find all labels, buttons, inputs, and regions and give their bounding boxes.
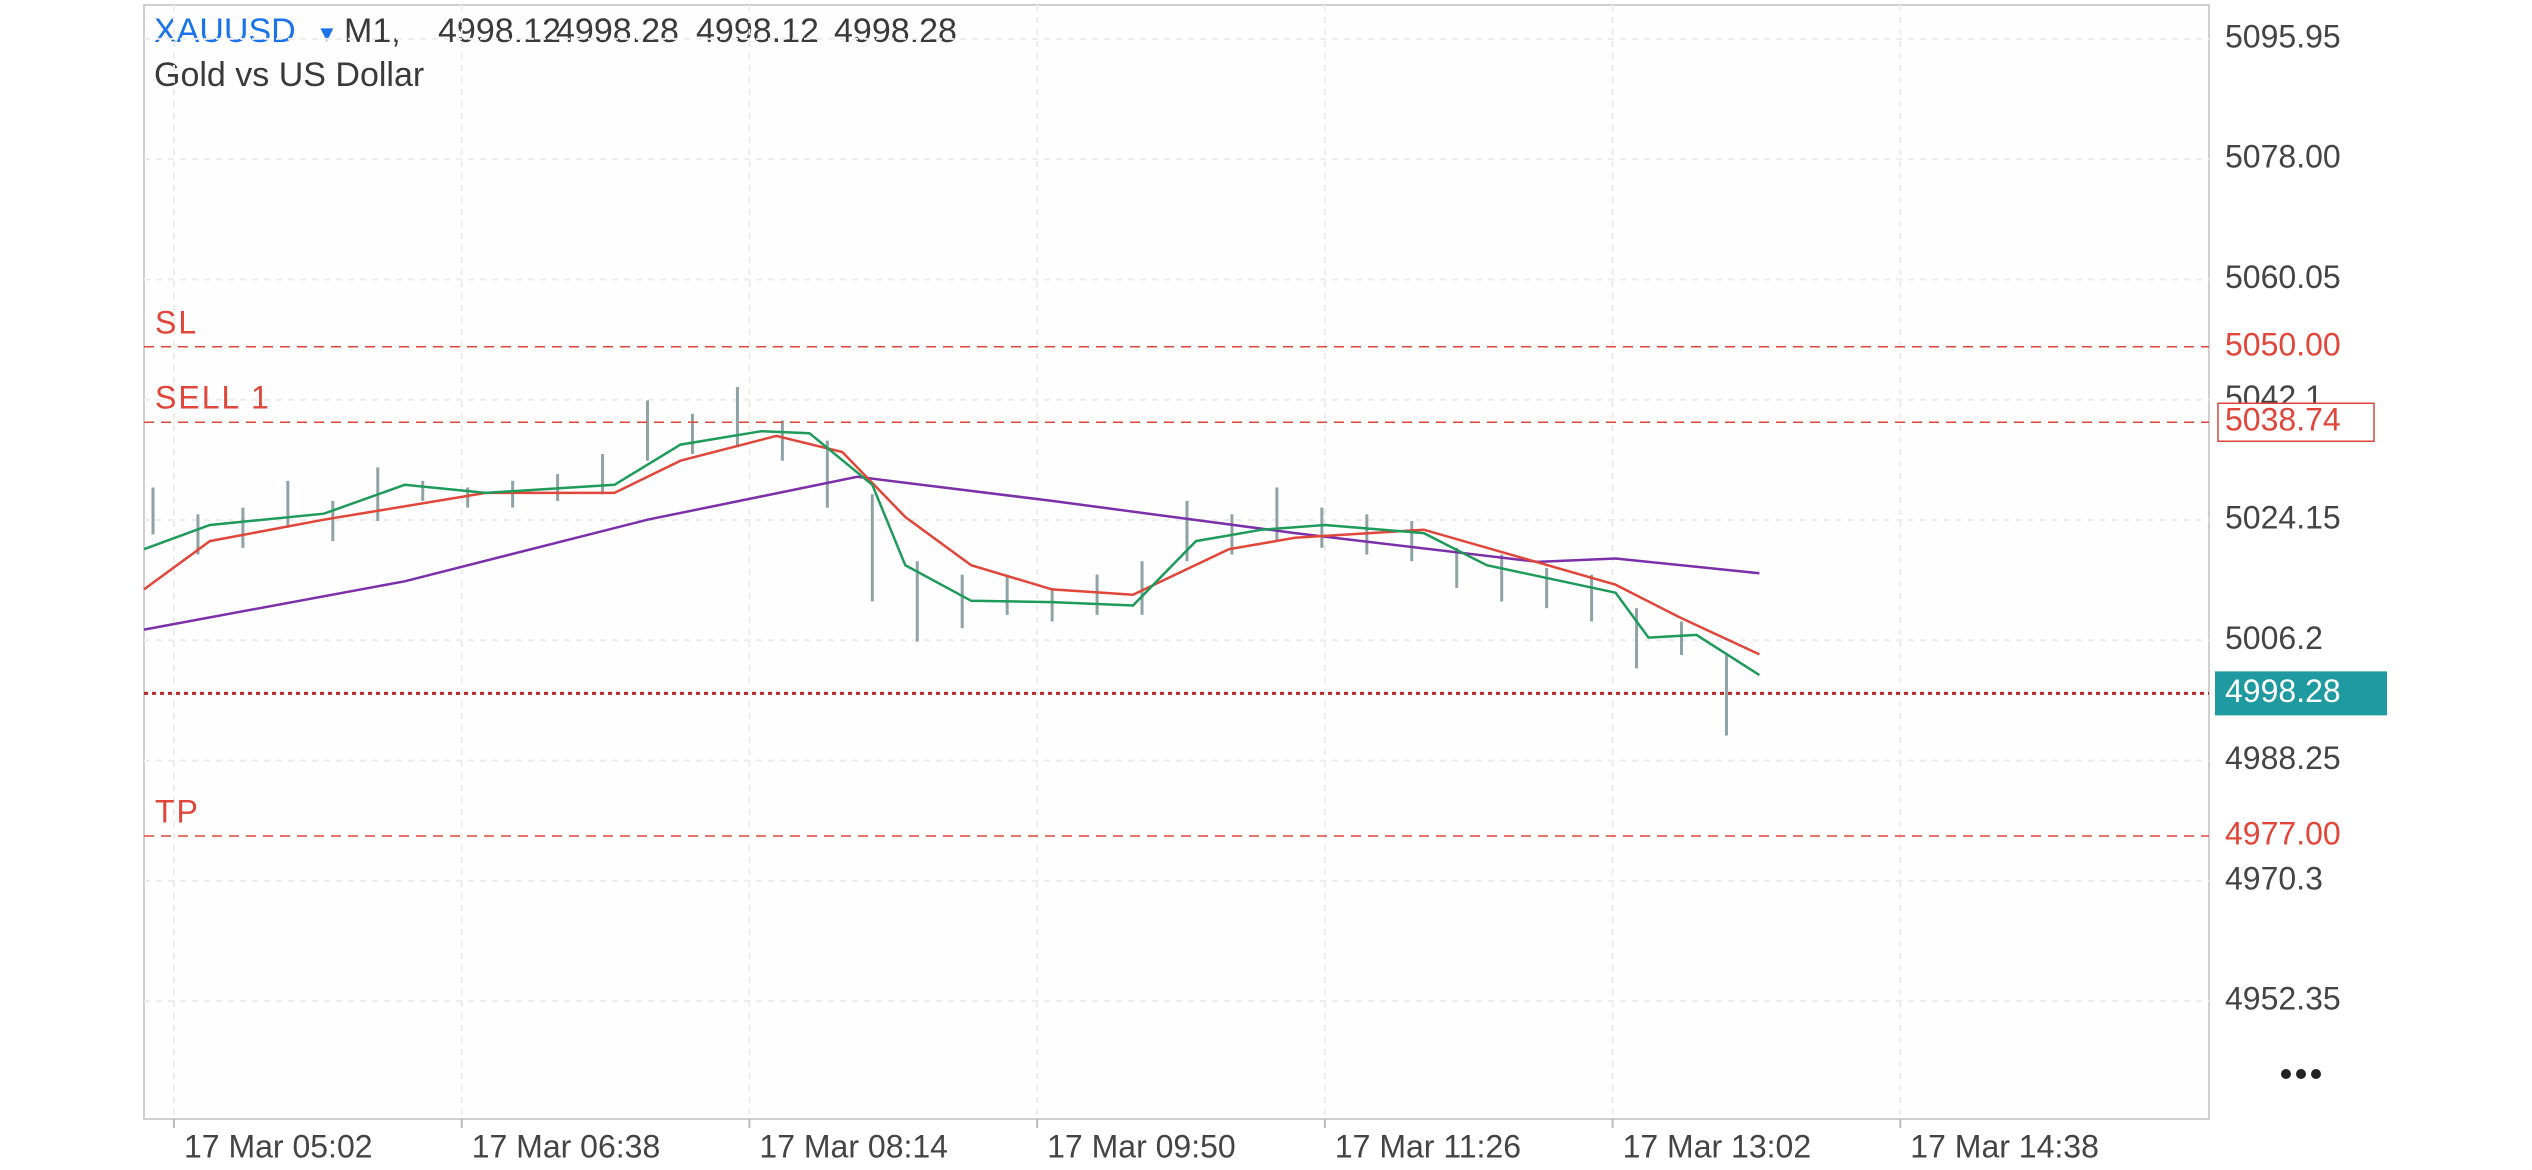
price-label: 4977.00 <box>2225 815 2341 851</box>
menu-dot[interactable] <box>2281 1069 2291 1079</box>
moving-average-line <box>143 429 1761 677</box>
x-tick-label: 17 Mar 11:26 <box>1335 1128 1521 1164</box>
x-tick-label: 17 Mar 13:02 <box>1623 1128 1812 1164</box>
ohlc-open: 4998.12 <box>438 12 561 50</box>
current-price-box <box>2215 671 2387 716</box>
menu-dot[interactable] <box>2296 1069 2306 1079</box>
x-tick-label: 17 Mar 09:50 <box>1047 1128 1236 1164</box>
symbol-dropdown[interactable]: ▼ <box>316 21 338 46</box>
price-label-box <box>2217 402 2375 443</box>
y-tick-label: 4952.35 <box>2225 981 2341 1017</box>
symbol-description: Gold vs US Dollar <box>154 56 424 94</box>
price-label: 5038.74 <box>2225 402 2341 438</box>
price-label: 5050.00 <box>2225 326 2341 362</box>
ohlc-low: 4998.12 <box>696 12 819 50</box>
y-tick-label: 4988.25 <box>2225 740 2341 776</box>
timeframe: M1, <box>344 12 401 50</box>
more-menu[interactable] <box>2281 1069 2321 1079</box>
y-tick-label: 5006.2 <box>2225 620 2323 656</box>
y-tick-label: 5024.15 <box>2225 499 2341 535</box>
y-tick-label: 5060.05 <box>2225 259 2341 295</box>
y-tick-label: 4970.3 <box>2225 860 2323 896</box>
moving-average-line <box>143 475 1760 631</box>
ohlc-close: 4998.28 <box>834 12 957 50</box>
order-level-name: TP <box>155 793 200 829</box>
symbol[interactable]: XAUUSD <box>154 12 296 50</box>
y-tick-label: 5078.00 <box>2225 139 2341 175</box>
x-tick-label: 17 Mar 05:02 <box>184 1128 373 1164</box>
y-tick-label: 5095.95 <box>2225 18 2341 54</box>
ohlc-high: 4998.28 <box>556 12 679 50</box>
x-tick-label: 17 Mar 08:14 <box>759 1128 948 1164</box>
x-tick-label: 17 Mar 06:38 <box>472 1128 661 1164</box>
menu-dot[interactable] <box>2311 1069 2321 1079</box>
order-level-name: SL <box>155 304 198 340</box>
order-level-name: SELL 1 <box>155 380 271 416</box>
x-tick-label: 17 Mar 14:38 <box>1910 1128 2099 1164</box>
price-label: 4998.28 <box>2225 673 2341 709</box>
